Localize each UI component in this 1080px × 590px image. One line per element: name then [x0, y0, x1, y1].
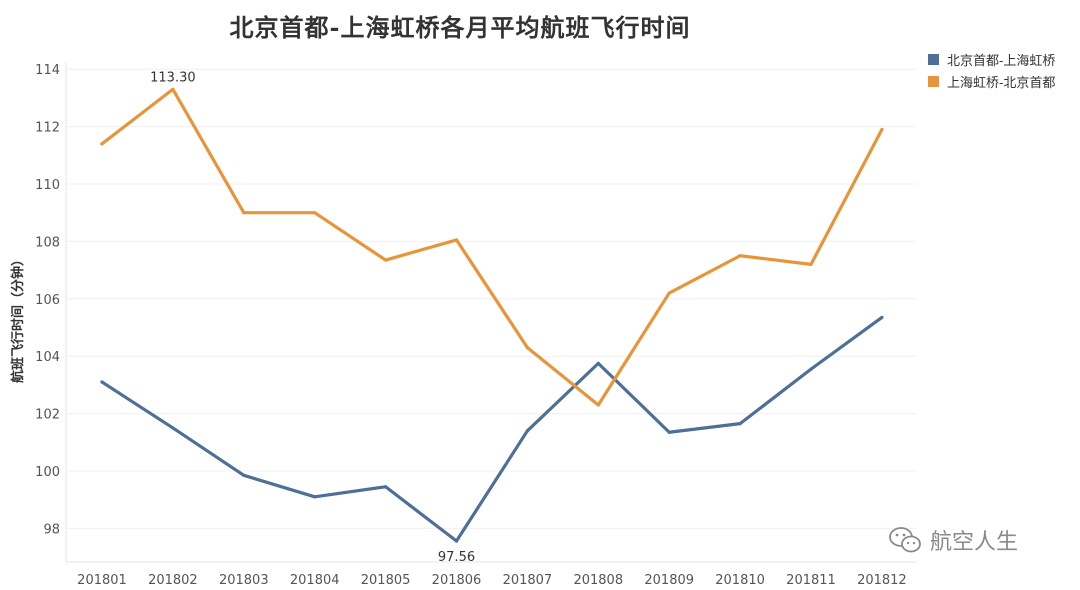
data-point-0-2 [242, 473, 246, 477]
x-tick-label-201806: 201806 [432, 573, 482, 588]
data-point-0-11 [880, 315, 884, 320]
y-tick-label-98: 98 [43, 522, 60, 537]
wechat-icon [889, 527, 921, 553]
data-point-0-5 [454, 539, 459, 543]
data-point-1-0 [100, 142, 104, 146]
legend-swatch-1 [928, 75, 939, 87]
x-axis-ticks: 201801 201802 201803 201804 201805 201806 2018… [77, 573, 907, 588]
legend-label-0: 北京首都-上海虹桥 [947, 53, 1056, 69]
data-point-0-8 [667, 430, 671, 434]
series-line-0 [100, 315, 884, 543]
y-tick-label-108: 108 [35, 235, 60, 250]
x-tick-label-201801: 201801 [77, 573, 127, 588]
legend-item-series-0[interactable]: 北京首都-上海虹桥 [928, 48, 1055, 70]
data-point-1-9 [738, 254, 742, 258]
y-axis-ticks: 98 100 102 104 106 108 110 112 114 [35, 63, 60, 537]
x-tick-label-201804: 201804 [290, 573, 340, 588]
data-point-0-0 [100, 380, 104, 384]
y-tick-label-104: 104 [35, 350, 60, 365]
data-point-1-1 [171, 87, 175, 91]
y-tick-label-114: 114 [35, 63, 60, 78]
data-point-1-11 [880, 127, 884, 132]
data-point-1-3 [313, 211, 317, 215]
y-tick-label-110: 110 [35, 178, 60, 193]
x-tick-label-201812: 201812 [857, 573, 907, 588]
data-labels: 113.30 97.56 [150, 70, 475, 565]
x-tick-label-201802: 201802 [148, 573, 198, 588]
data-label-1: 97.56 [438, 550, 475, 565]
data-point-1-2 [242, 211, 246, 215]
data-point-0-1 [171, 426, 175, 430]
series-line-1 [100, 87, 884, 407]
x-tick-label-201811: 201811 [786, 573, 836, 588]
y-tick-label-106: 106 [35, 293, 60, 308]
legend-swatch-0 [928, 53, 939, 65]
data-point-0-7 [596, 361, 600, 365]
data-point-1-5 [454, 238, 459, 242]
legend-label-1: 上海虹桥-北京首都 [947, 75, 1056, 91]
y-axis-label: 航班飞行时间（分钟） [10, 253, 26, 383]
x-tick-label-201803: 201803 [219, 573, 269, 588]
x-tick-label-201809: 201809 [644, 573, 694, 588]
x-tick-label-201808: 201808 [573, 573, 623, 588]
gridlines [65, 62, 916, 563]
data-point-1-7 [596, 403, 600, 407]
x-tick-label-201810: 201810 [715, 573, 765, 588]
data-point-0-4 [384, 485, 388, 489]
y-tick-label-112: 112 [35, 121, 60, 136]
data-label-0: 113.30 [150, 70, 196, 85]
legend-item-series-1[interactable]: 上海虹桥-北京首都 [928, 70, 1055, 92]
watermark-text: 航空人生 [930, 530, 1019, 555]
data-point-0-6 [525, 429, 530, 433]
legend: 北京首都-上海虹桥 上海虹桥-北京首都 [928, 48, 1055, 92]
data-point-0-9 [738, 422, 742, 426]
y-tick-label-100: 100 [35, 465, 60, 480]
x-tick-label-201807: 201807 [503, 573, 553, 588]
y-tick-label-102: 102 [35, 408, 60, 423]
data-point-0-3 [313, 495, 317, 499]
data-point-1-6 [525, 345, 530, 350]
data-point-1-8 [667, 291, 671, 295]
data-point-0-10 [809, 367, 813, 371]
series-lines [100, 87, 884, 543]
watermark: 航空人生 [888, 524, 1018, 556]
x-tick-label-201805: 201805 [361, 573, 411, 588]
data-point-1-4 [384, 258, 388, 262]
chart-title: 北京首都-上海虹桥各月平均航班飞行时间 [229, 13, 691, 42]
data-point-1-10 [809, 262, 813, 266]
